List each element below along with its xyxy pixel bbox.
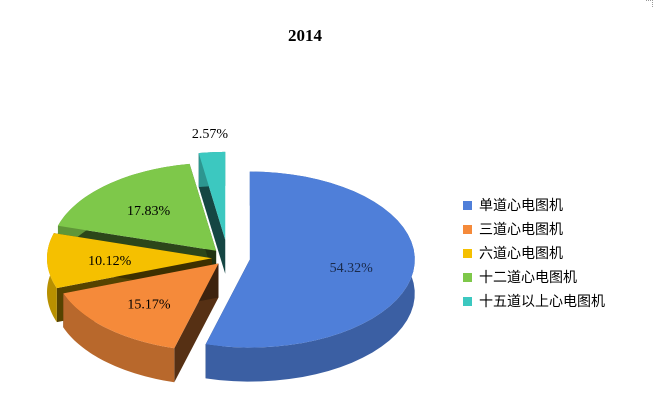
legend-item: 单道心电图机 — [463, 193, 605, 217]
legend-item: 三道心电图机 — [463, 217, 605, 241]
legend-swatch — [463, 200, 472, 210]
slice-top — [63, 263, 219, 349]
legend-swatch — [463, 272, 472, 282]
legend-item: 十五道以上心电图机 — [463, 289, 605, 313]
corner-marker — [646, 0, 653, 7]
slice-top — [198, 151, 226, 240]
pie-slice-4: 2.57% — [192, 127, 229, 274]
slice-top — [205, 171, 415, 348]
legend-swatch — [463, 248, 472, 258]
data-label: 15.17% — [127, 297, 171, 312]
legend-label: 三道心电图机 — [479, 222, 563, 238]
legend-swatch — [463, 224, 472, 234]
pie-slice-0: 54.32% — [205, 171, 415, 382]
slice-top — [57, 163, 217, 251]
slice-outer-wall — [63, 293, 175, 383]
legend-label: 六道心电图机 — [479, 246, 563, 262]
legend: 单道心电图机 三道心电图机 六道心电图机 十二道心电图机十五道以上心电图机 — [463, 193, 605, 313]
data-label: 54.32% — [330, 261, 374, 276]
legend-item: 十二道心电图机 — [463, 265, 605, 289]
data-label: 17.83% — [127, 204, 171, 219]
data-label: 10.12% — [88, 254, 132, 269]
legend-label: 十二道心电图机 — [479, 270, 577, 286]
legend-swatch — [463, 296, 472, 306]
data-label: 2.57% — [192, 127, 229, 142]
slice-top — [47, 233, 213, 289]
legend-label: 单道心电图机 — [479, 198, 563, 214]
pie-slice-1: 15.17% — [63, 263, 219, 383]
legend-item: 六道心电图机 — [463, 241, 605, 265]
chart-title: 2014 — [288, 26, 322, 45]
legend-label: 十五道以上心电图机 — [479, 294, 605, 310]
